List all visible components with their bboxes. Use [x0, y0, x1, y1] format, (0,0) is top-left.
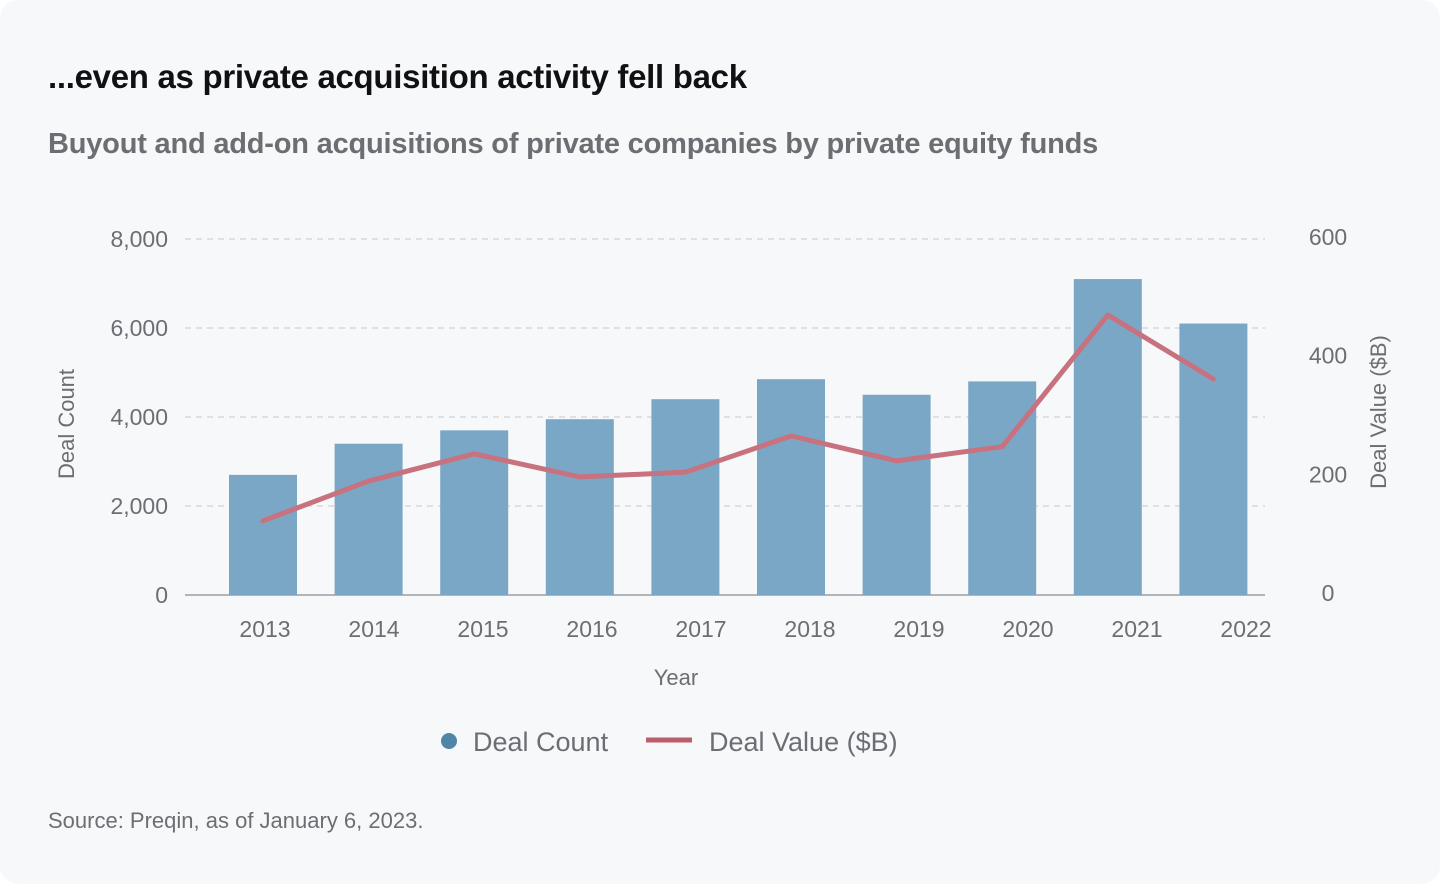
bar-2019: [862, 394, 931, 595]
y-axis-left-label: Deal Count: [54, 369, 79, 479]
legend-deal-value: Deal Value ($B): [709, 727, 898, 757]
x-tick-label: 2013: [239, 616, 290, 642]
bar-2016: [545, 419, 614, 595]
y-right-tick-label: 400: [1309, 343, 1347, 369]
y-right-tick-label: 0: [1322, 580, 1335, 606]
bar-2017: [651, 399, 720, 595]
bar-2013: [229, 474, 297, 595]
y-left-tick-label: 4,000: [110, 404, 168, 430]
x-tick-label: 2019: [893, 616, 944, 642]
x-tick-label: 2022: [1220, 616, 1271, 642]
y-left-tick-label: 8,000: [110, 226, 168, 252]
x-axis-label: Year: [654, 665, 698, 690]
bar-2018: [757, 379, 825, 595]
x-tick-label: 2015: [457, 616, 508, 642]
x-tick-label: 2017: [675, 616, 726, 642]
y-right-tick-label: 200: [1309, 461, 1347, 487]
x-tick-label: 2021: [1111, 616, 1162, 642]
bar-2021: [1073, 279, 1142, 595]
y-left-tick-label: 0: [155, 582, 168, 608]
chart-subtitle: Buyout and add-on acquisitions of privat…: [48, 128, 1099, 160]
x-tick-label: 2018: [784, 616, 835, 642]
chart-title: ...even as private acquisition activity …: [48, 58, 747, 95]
x-tick-label: 2020: [1002, 616, 1053, 642]
y-axis-right-label: Deal Value ($B): [1366, 335, 1391, 489]
x-tick-label: 2014: [348, 616, 399, 642]
legend: Deal Count Deal Value ($B): [441, 727, 898, 757]
legend-deal-count-marker: [441, 733, 457, 749]
y-right-tick-label: 600: [1309, 224, 1347, 250]
bar-2022: [1179, 323, 1248, 595]
y-left-tick-label: 2,000: [110, 493, 168, 519]
x-tick-label: 2016: [566, 616, 617, 642]
source-note: Source: Preqin, as of January 6, 2023.: [48, 808, 424, 833]
y-left-tick-label: 6,000: [110, 315, 168, 341]
legend-deal-count: Deal Count: [473, 727, 609, 757]
bar-2014: [334, 443, 403, 595]
deal-value-line: [260, 312, 1216, 524]
